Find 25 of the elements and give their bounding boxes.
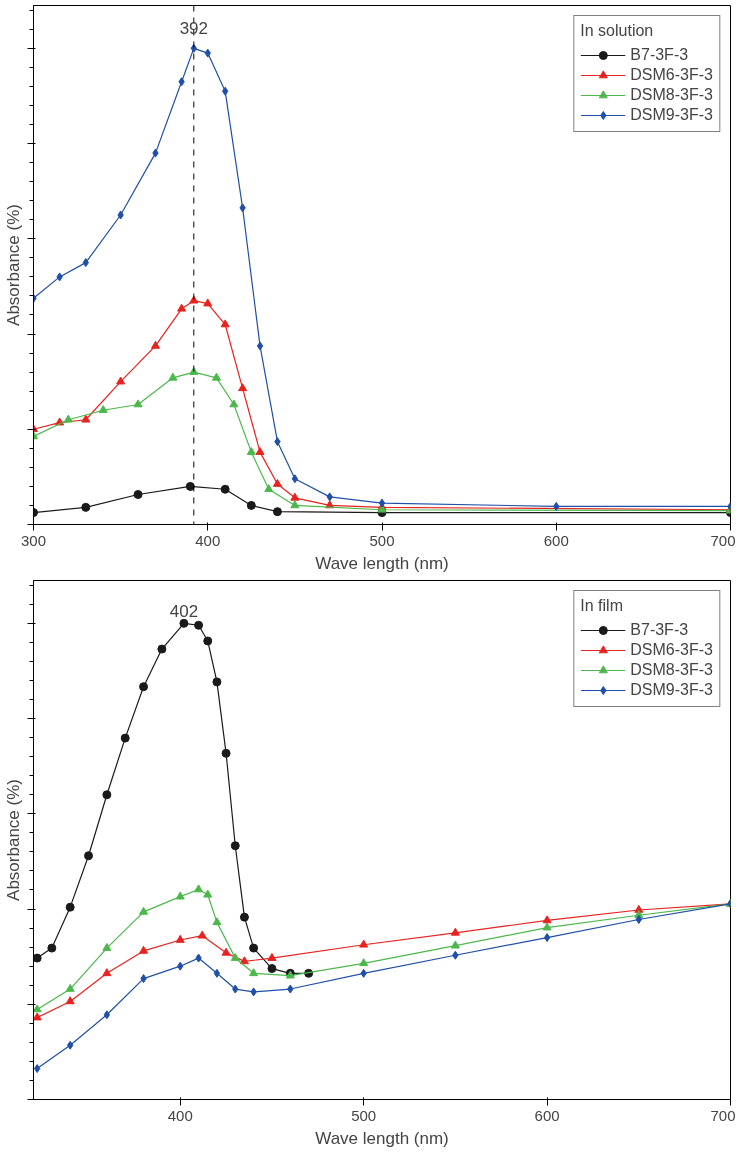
x-tick-label: 600 [543, 531, 569, 549]
x-tick-label: 400 [167, 1106, 193, 1124]
annotation: 402 [169, 602, 199, 622]
x-tick-label: 300 [20, 531, 47, 549]
legend-label: DSM6-3F-3 [630, 641, 713, 659]
legend-label: B7-3F-3 [630, 621, 689, 639]
x-tick-label: 700 [710, 531, 736, 549]
x-axis-title: Wave length (nm) [315, 553, 449, 573]
x-tick-label: 600 [534, 1106, 560, 1124]
legend-title: In solution [580, 22, 655, 40]
legend-label: DSM8-3F-3 [630, 86, 713, 104]
x-tick-label: 500 [369, 531, 395, 549]
x-tick-label: 500 [351, 1106, 377, 1124]
legend-label: DSM6-3F-3 [630, 66, 713, 84]
ref-line-label: 392 [179, 19, 208, 39]
legend-label: DSM9-3F-3 [630, 681, 713, 699]
legend-label: DSM8-3F-3 [630, 661, 713, 679]
legend-label: B7-3F-3 [630, 46, 689, 64]
legend-title: In film [580, 597, 624, 615]
y-axis-title: Absorbance (%) [3, 779, 23, 901]
legend-label: DSM9-3F-3 [630, 106, 713, 124]
x-axis-title: Wave length (nm) [315, 1128, 449, 1148]
x-tick-label: 400 [195, 531, 221, 549]
x-tick-label: 700 [710, 1106, 736, 1124]
y-axis-title: Absorbance (%) [3, 204, 23, 326]
